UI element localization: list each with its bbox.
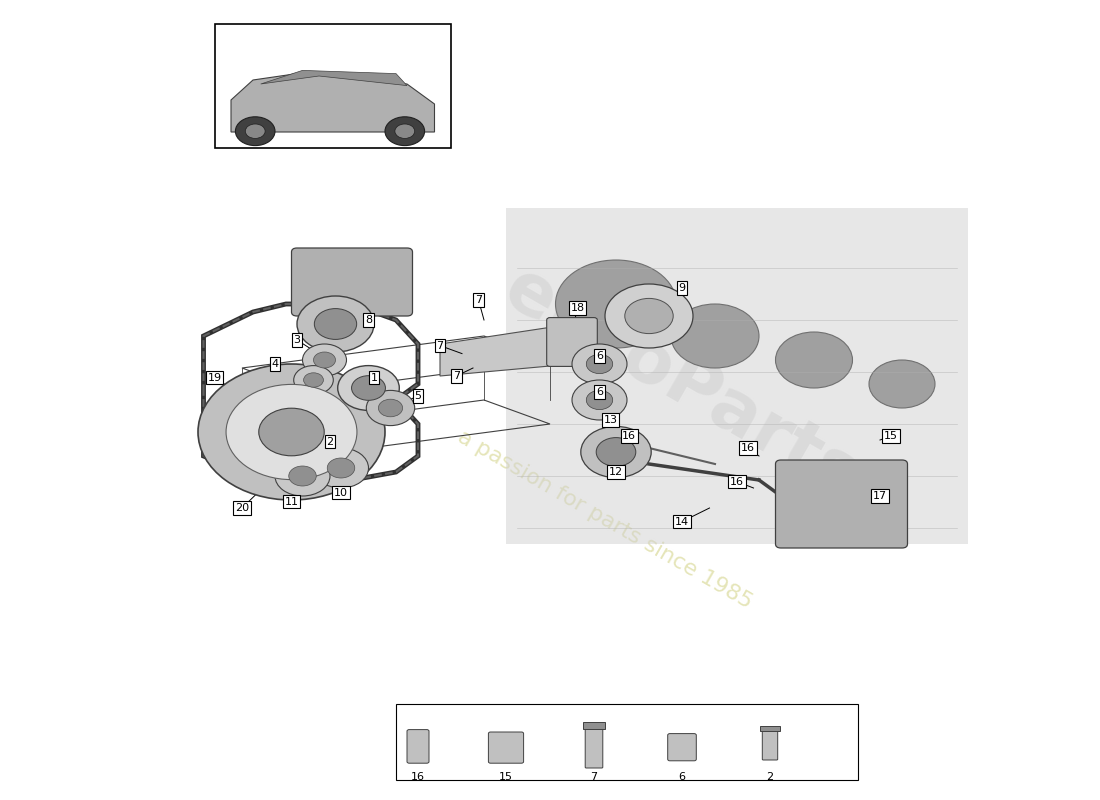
Circle shape	[395, 124, 415, 138]
Circle shape	[556, 260, 676, 348]
Circle shape	[572, 380, 627, 420]
Text: 15: 15	[499, 772, 513, 782]
FancyBboxPatch shape	[506, 208, 968, 544]
Circle shape	[198, 364, 385, 500]
Text: 2: 2	[767, 772, 773, 782]
FancyBboxPatch shape	[292, 248, 412, 316]
Circle shape	[275, 456, 330, 496]
Circle shape	[227, 384, 358, 480]
FancyBboxPatch shape	[760, 726, 780, 731]
FancyBboxPatch shape	[668, 734, 696, 761]
Circle shape	[671, 304, 759, 368]
Circle shape	[378, 399, 403, 417]
Circle shape	[776, 332, 853, 388]
Text: euroParts: euroParts	[492, 254, 872, 514]
Text: 16: 16	[411, 772, 425, 782]
Text: 17: 17	[873, 491, 887, 501]
Circle shape	[586, 354, 613, 374]
Text: 6: 6	[596, 387, 603, 397]
FancyBboxPatch shape	[583, 722, 605, 729]
FancyBboxPatch shape	[776, 460, 908, 548]
Circle shape	[869, 360, 935, 408]
Text: a passion for parts since 1985: a passion for parts since 1985	[454, 427, 756, 613]
Circle shape	[315, 309, 356, 339]
Text: 2: 2	[327, 437, 333, 446]
FancyBboxPatch shape	[396, 704, 858, 780]
Polygon shape	[261, 70, 407, 86]
Text: 6: 6	[596, 351, 603, 361]
Text: 19: 19	[208, 373, 221, 382]
Circle shape	[306, 406, 354, 442]
Text: 20: 20	[235, 503, 249, 513]
Circle shape	[586, 390, 613, 410]
Circle shape	[304, 373, 323, 387]
Circle shape	[297, 296, 374, 352]
FancyBboxPatch shape	[547, 318, 597, 366]
Text: 11: 11	[285, 497, 298, 506]
Circle shape	[235, 117, 275, 146]
Text: 6: 6	[679, 772, 685, 782]
FancyBboxPatch shape	[585, 728, 603, 768]
Text: 15: 15	[884, 431, 898, 441]
Circle shape	[294, 366, 333, 394]
Circle shape	[625, 298, 673, 334]
Circle shape	[366, 390, 415, 426]
Circle shape	[314, 352, 336, 368]
Text: 12: 12	[609, 467, 623, 477]
Text: 16: 16	[741, 443, 755, 453]
FancyBboxPatch shape	[214, 24, 451, 148]
Text: 1: 1	[371, 373, 377, 382]
Polygon shape	[440, 324, 594, 376]
Text: 8: 8	[365, 315, 372, 325]
Text: 7: 7	[591, 772, 597, 782]
Text: 18: 18	[571, 303, 584, 313]
Text: 5: 5	[415, 391, 421, 401]
Polygon shape	[231, 72, 434, 132]
Circle shape	[288, 466, 317, 486]
Circle shape	[302, 344, 346, 376]
Circle shape	[258, 408, 324, 456]
Circle shape	[314, 448, 369, 488]
Circle shape	[605, 284, 693, 348]
Circle shape	[596, 438, 636, 466]
FancyBboxPatch shape	[762, 730, 778, 760]
Circle shape	[581, 426, 651, 478]
Text: 3: 3	[294, 335, 300, 345]
Text: 9: 9	[679, 283, 685, 293]
Text: 14: 14	[675, 517, 689, 526]
Circle shape	[385, 117, 425, 146]
FancyBboxPatch shape	[407, 730, 429, 763]
Text: 10: 10	[334, 488, 348, 498]
Circle shape	[245, 124, 265, 138]
Text: 7: 7	[437, 341, 443, 350]
Circle shape	[328, 458, 354, 478]
Text: 7: 7	[453, 371, 460, 381]
Text: 7: 7	[475, 295, 482, 305]
Text: 13: 13	[604, 415, 617, 425]
Text: 16: 16	[730, 477, 744, 486]
Circle shape	[352, 376, 385, 400]
Circle shape	[338, 366, 399, 410]
Text: 16: 16	[623, 431, 636, 441]
Text: 4: 4	[272, 359, 278, 369]
FancyBboxPatch shape	[488, 732, 524, 763]
Circle shape	[572, 344, 627, 384]
